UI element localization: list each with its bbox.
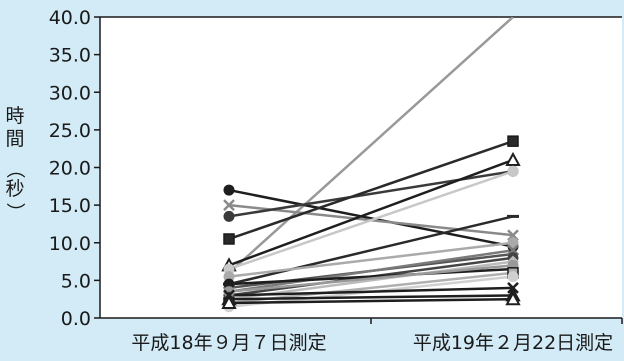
y-tick-label: 5.0 <box>61 270 91 292</box>
data-point-circle <box>223 271 235 283</box>
x-category-label: 平成19年２月22日測定 <box>413 332 613 354</box>
y-tick-label: 15.0 <box>49 195 91 217</box>
x-category-label: 平成18年９月７日測定 <box>131 332 326 354</box>
series-line <box>228 241 514 278</box>
y-tick-label: 20.0 <box>49 158 91 180</box>
data-point-circle <box>223 184 235 196</box>
plot-area <box>100 17 622 318</box>
y-axis-label-char: 時 <box>5 105 24 127</box>
data-point-x <box>223 199 235 212</box>
data-point-square <box>223 233 235 245</box>
y-tick-label: 25.0 <box>49 120 91 142</box>
series-line <box>228 297 514 305</box>
y-axis-label-char: 秒 <box>5 178 24 200</box>
series-line <box>228 264 514 293</box>
data-point-circle <box>223 210 235 222</box>
series-line <box>228 170 514 271</box>
data-point-circle <box>507 271 519 283</box>
data-point-circle <box>507 165 519 177</box>
y-axis-label-char: 間 <box>5 128 24 150</box>
series-line <box>228 286 514 297</box>
series-line <box>228 158 514 267</box>
series-line <box>228 188 514 248</box>
y-tick-label: 35.0 <box>49 45 91 67</box>
y-axis-label-char: （ <box>4 159 26 178</box>
data-point-circle <box>223 278 235 290</box>
y-tick-label: 30.0 <box>49 82 91 104</box>
series-line <box>228 215 514 286</box>
series-group <box>228 17 514 308</box>
series-line <box>228 260 514 301</box>
series-line <box>228 17 514 274</box>
markers-group <box>221 135 521 313</box>
y-tick-label: 40.0 <box>49 7 91 29</box>
series-line <box>228 249 514 293</box>
data-point-circle <box>223 263 235 275</box>
y-tick-label: 0.0 <box>61 308 91 330</box>
data-point-triangle <box>505 151 521 166</box>
y-tick-label: 10.0 <box>49 233 91 255</box>
data-point-circle <box>507 237 519 249</box>
series-line <box>228 139 514 241</box>
data-point-triangle <box>221 294 237 309</box>
y-axis-label-char: ） <box>4 202 26 221</box>
data-point-square <box>507 135 519 147</box>
series-line <box>228 267 514 286</box>
series-line <box>228 294 514 301</box>
data-point-triangle <box>505 291 521 306</box>
